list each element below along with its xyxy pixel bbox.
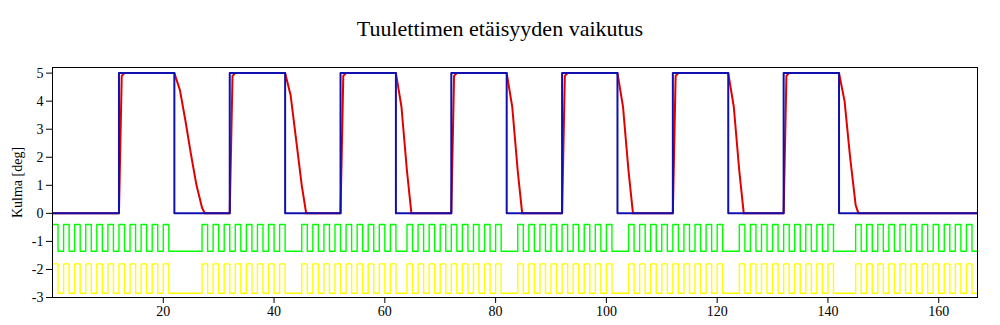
svg-text:-2: -2 (32, 262, 44, 277)
svg-text:4: 4 (37, 94, 44, 109)
svg-text:Kulma [deg]: Kulma [deg] (10, 147, 25, 218)
svg-text:60: 60 (378, 304, 392, 319)
svg-text:160: 160 (928, 304, 949, 319)
svg-text:5: 5 (37, 66, 44, 81)
svg-text:140: 140 (817, 304, 838, 319)
html-text:Tuulettimen etäisyyden vaikutu: Tuulettimen etäisyyden vaikutus (356, 16, 644, 41)
svg-text:20: 20 (156, 304, 170, 319)
svg-text:-1: -1 (32, 234, 44, 249)
svg-text:80: 80 (489, 304, 503, 319)
svg-text:2: 2 (37, 150, 44, 165)
svg-text:3: 3 (37, 122, 44, 137)
svg-text:-3: -3 (32, 290, 44, 305)
svg-text:120: 120 (707, 304, 728, 319)
svg-text:40: 40 (267, 304, 281, 319)
svg-text:100: 100 (596, 304, 617, 319)
svg-text:1: 1 (37, 178, 44, 193)
svg-text:0: 0 (37, 206, 44, 221)
